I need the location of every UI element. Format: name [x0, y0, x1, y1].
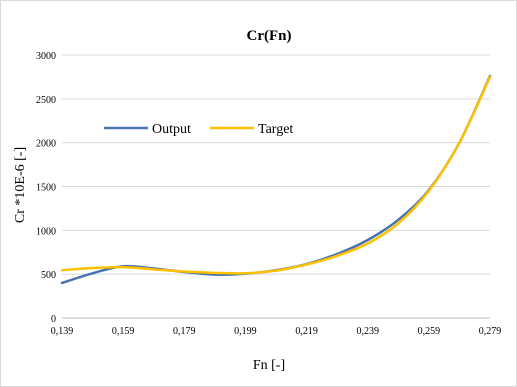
- x-axis-title: Fn [-]: [253, 358, 285, 373]
- y-tick-label: 2000: [36, 139, 56, 150]
- y-tick-label: 1500: [36, 183, 56, 194]
- y-tick-label: 2500: [36, 95, 56, 106]
- x-axis-ticks: 0,139 0,159 0,179 0,199 0,219 0,239 0,259 0,279: [51, 326, 502, 337]
- series-line-target: [60, 75, 492, 275]
- x-tick-label: 0,259: [418, 326, 441, 337]
- legend-label-output: Output: [152, 122, 191, 137]
- y-tick-label: 3000: [36, 51, 56, 62]
- series-line-output: [60, 74, 492, 285]
- chart-title: Cr(Fn): [247, 28, 292, 44]
- x-tick-label: 0,219: [295, 326, 318, 337]
- y-axis-ticks: 0 500 1000 1500 2000 2500 3000: [36, 51, 56, 325]
- x-tick-label: 0,159: [112, 326, 135, 337]
- series-lines: [60, 74, 492, 285]
- y-tick-label: 0: [51, 314, 56, 325]
- y-axis-title: Cr *10E-6 [-]: [13, 147, 28, 223]
- x-tick-label: 0,279: [479, 326, 502, 337]
- x-tick-label: 0,139: [51, 326, 74, 337]
- legend: Output Target: [104, 122, 293, 137]
- y-tick-label: 500: [41, 270, 56, 281]
- gridlines: [62, 54, 490, 275]
- x-tick-label: 0,179: [173, 326, 196, 337]
- x-tick-label: 0,199: [234, 326, 257, 337]
- legend-label-target: Target: [258, 122, 293, 137]
- x-tick-label: 0,239: [356, 326, 379, 337]
- y-tick-label: 1000: [36, 226, 56, 237]
